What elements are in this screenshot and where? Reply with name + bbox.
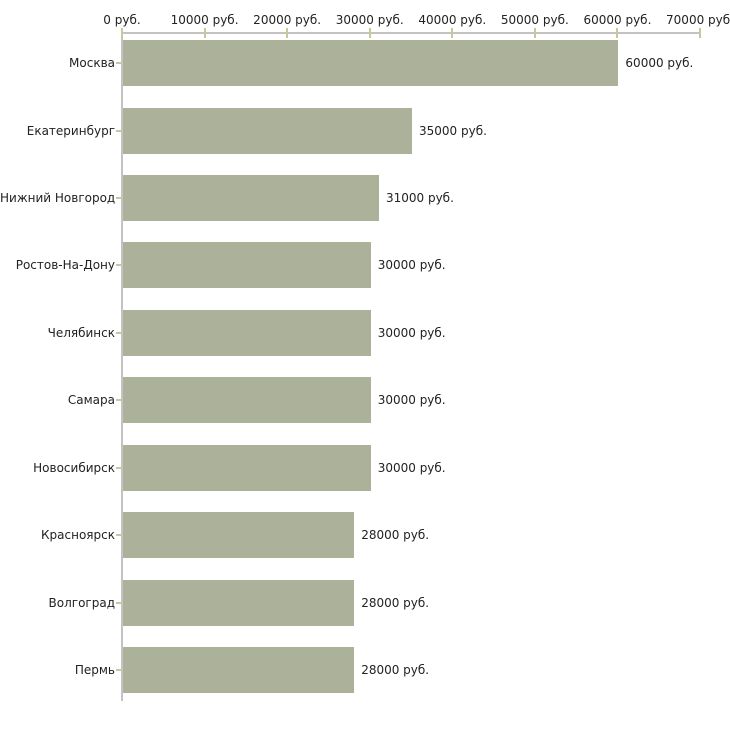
x-tick-label: 50000 руб.	[500, 13, 569, 27]
bar	[123, 579, 355, 626]
category-label: Красноярск	[41, 528, 115, 543]
value-label: 28000 руб.	[361, 528, 430, 543]
x-tick-mark	[451, 28, 454, 38]
y-category-tick	[116, 197, 121, 200]
bar	[123, 512, 355, 559]
category-label: Новосибирск	[33, 460, 115, 475]
category-label: Челябинск	[47, 325, 115, 340]
x-tick-mark	[699, 28, 701, 38]
y-category-tick	[116, 601, 121, 604]
y-category-tick	[116, 264, 121, 267]
x-tick-label: 20000 руб.	[253, 13, 322, 27]
bar	[123, 242, 371, 289]
y-category-tick	[116, 129, 121, 132]
bar	[123, 647, 355, 694]
x-tick-mark	[203, 28, 206, 38]
bar	[123, 444, 371, 491]
x-tick-mark	[533, 28, 536, 38]
category-label: Самара	[67, 393, 115, 408]
category-label: Нижний Новгород	[0, 191, 116, 206]
value-label: 60000 руб.	[625, 56, 694, 71]
y-category-tick	[116, 62, 121, 65]
value-label: 30000 руб.	[377, 393, 446, 408]
y-category-tick	[116, 669, 121, 672]
bar	[123, 40, 619, 87]
x-tick-label: 40000 руб.	[418, 13, 487, 27]
value-label: 30000 руб.	[377, 325, 446, 340]
value-label: 35000 руб.	[419, 123, 487, 138]
x-tick-label: 30000 руб.	[335, 13, 404, 27]
bar	[123, 175, 379, 222]
y-category-tick	[116, 534, 121, 537]
category-label: Ростов-На-Дону	[15, 258, 115, 273]
value-label: 30000 руб.	[377, 460, 446, 475]
value-label: 31000 руб.	[385, 191, 454, 206]
value-label: 28000 руб.	[361, 663, 430, 678]
x-tick-mark	[121, 28, 123, 38]
y-category-tick	[116, 466, 121, 469]
bar	[123, 107, 412, 154]
x-tick-mark	[286, 28, 289, 38]
category-label: Москва	[69, 56, 115, 71]
x-tick-label: 10000 руб.	[170, 13, 239, 27]
x-tick-mark	[616, 28, 619, 38]
category-label: Волгоград	[48, 595, 115, 610]
category-label: Екатеринбург	[26, 123, 115, 138]
x-tick-label: 60000 руб.	[583, 13, 652, 27]
x-axis-line	[122, 32, 701, 34]
category-label: Пермь	[74, 663, 115, 678]
bar	[123, 309, 371, 356]
bar	[123, 377, 371, 424]
value-label: 30000 руб.	[377, 258, 446, 273]
x-tick-label: 70000 руб.	[666, 13, 730, 27]
y-axis-line	[121, 32, 123, 701]
x-tick-label: 0 руб.	[103, 13, 141, 27]
y-category-tick	[116, 399, 121, 402]
value-label: 28000 руб.	[361, 595, 430, 610]
x-tick-mark	[368, 28, 371, 38]
y-category-tick	[116, 331, 121, 334]
